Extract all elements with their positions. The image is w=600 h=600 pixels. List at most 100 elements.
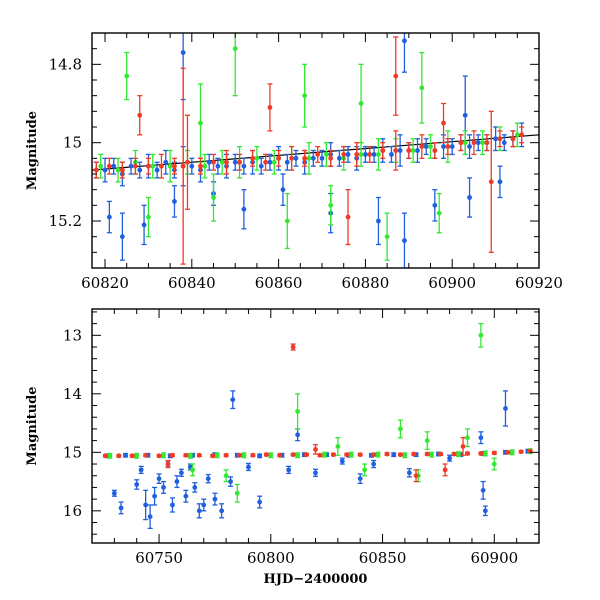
point-marker	[471, 140, 477, 146]
point-marker	[141, 222, 147, 228]
point-marker	[223, 452, 229, 458]
data-point	[478, 431, 484, 445]
data-point	[197, 157, 203, 175]
data-point	[116, 453, 122, 459]
data-point	[460, 437, 466, 456]
data-point	[214, 452, 220, 459]
point-marker	[280, 187, 286, 193]
point-marker	[150, 163, 156, 169]
point-marker	[424, 451, 430, 457]
data-point	[339, 457, 345, 465]
data-point	[230, 390, 236, 410]
data-point	[178, 468, 184, 477]
point-marker	[223, 473, 229, 479]
data-point	[102, 157, 108, 183]
point-marker	[510, 136, 516, 142]
point-marker	[391, 452, 397, 458]
point-marker	[124, 73, 130, 79]
point-marker	[143, 452, 149, 458]
point-marker	[402, 38, 407, 44]
point-marker	[224, 159, 229, 165]
data-point	[345, 189, 351, 246]
point-marker	[250, 155, 255, 161]
point-marker	[111, 490, 117, 496]
data-point	[254, 145, 260, 171]
lower-light-curve-panel: 60750 60800 60850 60900 13 14 15 16 Magnitude HJD…	[25, 308, 540, 587]
data-point	[464, 451, 470, 456]
point-marker	[147, 514, 153, 520]
point-marker	[189, 163, 195, 169]
data-point	[527, 448, 533, 454]
data-point	[145, 196, 151, 238]
data-point	[129, 453, 135, 459]
data-point	[475, 134, 481, 152]
data-point	[276, 149, 282, 167]
data-point	[449, 138, 455, 156]
series-2	[93, 36, 525, 265]
point-marker	[137, 167, 143, 173]
data-point	[502, 390, 508, 427]
x-tick-label: 60840	[168, 274, 216, 292]
point-marker	[268, 452, 274, 458]
point-marker	[156, 476, 162, 482]
point-marker	[491, 450, 497, 456]
point-marker	[179, 470, 184, 476]
trend-line	[92, 134, 539, 171]
point-marker	[267, 159, 273, 165]
point-marker	[478, 435, 484, 441]
data-point	[424, 431, 430, 451]
x-tick-label: 60900	[470, 549, 518, 567]
data-point	[290, 452, 296, 458]
point-marker	[196, 452, 202, 458]
point-marker	[237, 452, 242, 458]
data-point	[111, 157, 117, 175]
data-point	[219, 149, 225, 175]
y-tick-label: 15	[63, 134, 82, 152]
point-marker	[527, 448, 533, 454]
data-point	[184, 114, 190, 210]
point-marker	[389, 152, 394, 157]
data-point	[518, 449, 524, 455]
point-marker	[277, 452, 283, 458]
point-marker	[156, 453, 162, 459]
point-marker	[503, 406, 508, 411]
point-marker	[319, 155, 325, 161]
data-point	[480, 480, 486, 500]
point-marker	[376, 152, 381, 157]
data-point	[357, 452, 363, 458]
data-point	[232, 33, 238, 97]
data-point	[237, 452, 243, 458]
point-marker	[138, 467, 144, 473]
point-marker	[219, 159, 225, 165]
point-marker	[111, 163, 117, 169]
point-marker	[286, 467, 292, 473]
y-tick-label: 16	[63, 502, 82, 520]
point-marker	[250, 452, 256, 458]
point-marker	[172, 199, 177, 204]
point-marker	[441, 120, 446, 126]
data-point	[419, 134, 425, 159]
point-marker	[462, 140, 468, 146]
data-point	[132, 157, 138, 175]
point-marker	[344, 452, 350, 458]
point-marker	[246, 464, 251, 470]
point-marker	[183, 493, 189, 499]
point-marker	[322, 452, 327, 458]
data-point	[371, 459, 377, 469]
data-point	[141, 204, 147, 246]
point-marker	[419, 85, 425, 91]
data-point	[183, 489, 189, 503]
point-marker	[398, 426, 403, 432]
point-marker	[335, 444, 341, 449]
data-point	[456, 451, 462, 458]
data-point	[428, 134, 434, 159]
point-marker	[432, 202, 438, 208]
data-point	[310, 149, 316, 167]
data-point	[189, 157, 195, 175]
data-point	[196, 503, 202, 519]
data-point	[514, 122, 520, 148]
point-marker	[161, 452, 166, 458]
point-marker	[123, 452, 128, 458]
point-marker	[313, 447, 318, 452]
data-point	[497, 165, 503, 199]
